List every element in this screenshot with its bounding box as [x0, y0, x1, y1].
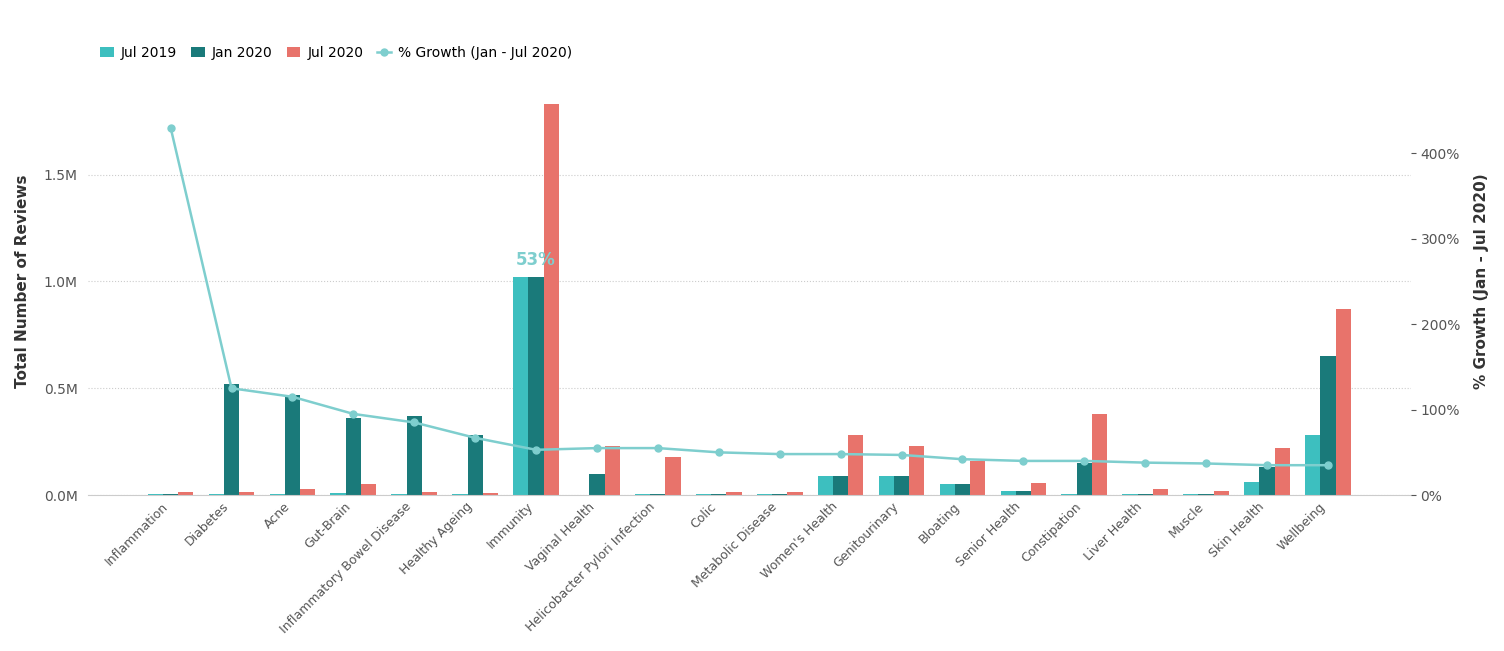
Bar — [1015, 491, 1030, 495]
Bar — [818, 476, 833, 495]
Bar — [1214, 491, 1229, 495]
% Growth (Jan - Jul 2020) — [1319, 462, 1337, 469]
% Growth (Jan - Jul 2020) — [1014, 457, 1032, 465]
Bar — [1152, 489, 1169, 495]
% Growth (Jan - Jul 2020) — [344, 410, 362, 418]
Bar — [665, 456, 681, 495]
Bar — [1305, 436, 1321, 495]
Bar — [1274, 448, 1290, 495]
% Growth (Jan - Jul 2020) — [526, 446, 544, 454]
Bar — [833, 476, 848, 495]
Bar — [224, 384, 239, 495]
Bar — [1077, 463, 1092, 495]
Bar — [1336, 309, 1351, 495]
Bar — [955, 484, 970, 495]
% Growth (Jan - Jul 2020) — [1257, 462, 1275, 469]
Bar — [1000, 491, 1015, 495]
Bar — [590, 474, 605, 495]
Bar — [346, 418, 361, 495]
% Growth (Jan - Jul 2020) — [223, 384, 241, 392]
% Growth (Jan - Jul 2020) — [832, 450, 850, 458]
Y-axis label: Total Number of Reviews: Total Number of Reviews — [15, 174, 30, 388]
Bar — [940, 484, 955, 495]
% Growth (Jan - Jul 2020) — [466, 434, 484, 442]
Bar — [147, 494, 162, 495]
Bar — [209, 494, 224, 495]
Bar — [970, 461, 985, 495]
Bar — [787, 492, 803, 495]
% Growth (Jan - Jul 2020) — [1075, 457, 1093, 465]
Bar — [1030, 483, 1047, 495]
Bar — [421, 492, 438, 495]
Bar — [878, 476, 893, 495]
Bar — [1184, 494, 1199, 495]
Bar — [1122, 494, 1137, 495]
% Growth (Jan - Jul 2020) — [1197, 460, 1215, 467]
% Growth (Jan - Jul 2020) — [405, 419, 423, 426]
Bar — [726, 492, 741, 495]
Bar — [1259, 467, 1274, 495]
Bar — [893, 476, 908, 495]
Bar — [331, 493, 346, 495]
Bar — [391, 494, 406, 495]
Bar — [757, 494, 772, 495]
Bar — [1244, 482, 1259, 495]
Bar — [1137, 494, 1152, 495]
Bar — [908, 446, 925, 495]
% Growth (Jan - Jul 2020) — [1136, 459, 1154, 467]
Bar — [605, 446, 620, 495]
% Growth (Jan - Jul 2020) — [283, 393, 301, 401]
Bar — [528, 277, 543, 495]
Bar — [299, 489, 316, 495]
% Growth (Jan - Jul 2020) — [161, 124, 179, 132]
Legend: Jul 2019, Jan 2020, Jul 2020, % Growth (Jan - Jul 2020): Jul 2019, Jan 2020, Jul 2020, % Growth (… — [95, 40, 578, 66]
% Growth (Jan - Jul 2020) — [710, 449, 728, 456]
% Growth (Jan - Jul 2020) — [770, 450, 788, 458]
Bar — [1199, 494, 1214, 495]
Bar — [1321, 356, 1336, 495]
Bar — [453, 494, 468, 495]
Y-axis label: % Growth (Jan - Jul 2020): % Growth (Jan - Jul 2020) — [1474, 174, 1489, 389]
% Growth (Jan - Jul 2020) — [648, 444, 666, 452]
% Growth (Jan - Jul 2020) — [588, 444, 606, 452]
Bar — [513, 277, 528, 495]
Bar — [635, 494, 650, 495]
Bar — [483, 493, 498, 495]
Bar — [284, 395, 299, 495]
Bar — [361, 484, 376, 495]
Bar — [848, 436, 863, 495]
Bar — [406, 416, 421, 495]
Bar — [1092, 414, 1107, 495]
Bar — [696, 494, 711, 495]
Bar — [269, 494, 284, 495]
Bar — [177, 492, 194, 495]
% Growth (Jan - Jul 2020) — [892, 451, 910, 459]
Bar — [162, 494, 177, 495]
Bar — [543, 104, 559, 495]
Bar — [1062, 494, 1077, 495]
Line: % Growth (Jan - Jul 2020): % Growth (Jan - Jul 2020) — [167, 124, 1331, 469]
Text: 53%: 53% — [516, 251, 556, 269]
% Growth (Jan - Jul 2020) — [954, 455, 972, 463]
Bar — [772, 494, 787, 495]
Bar — [239, 492, 254, 495]
Bar — [711, 494, 726, 495]
Bar — [468, 436, 483, 495]
Bar — [650, 494, 665, 495]
